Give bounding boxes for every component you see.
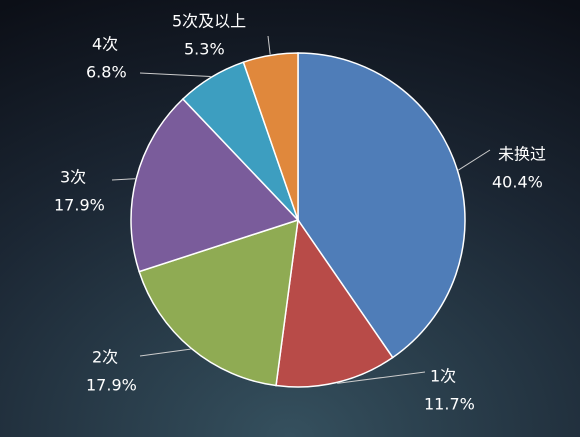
- category-label: 2次: [92, 348, 118, 367]
- pie-slice: [275, 217, 394, 388]
- category-label: 5次及以上: [172, 12, 246, 31]
- leader-line: [139, 348, 191, 357]
- value-label: 17.9%: [54, 196, 105, 215]
- value-label: 5.3%: [184, 40, 225, 59]
- value-label: 11.7%: [424, 395, 475, 414]
- value-label: 6.8%: [86, 63, 127, 82]
- value-label: 40.4%: [492, 173, 543, 192]
- pie-slice: [130, 97, 300, 273]
- pie-slice: [297, 52, 466, 359]
- pie-slice: [138, 218, 299, 387]
- leader-line: [139, 72, 211, 77]
- category-label: 未换过: [498, 145, 546, 164]
- leader-line: [337, 371, 426, 384]
- category-label: 4次: [92, 35, 118, 54]
- pie-slice: [242, 52, 299, 221]
- category-label: 1次: [430, 367, 456, 386]
- leader-line: [111, 178, 136, 181]
- category-label: 3次: [60, 168, 86, 187]
- value-label: 17.9%: [86, 376, 137, 395]
- leader-line: [267, 35, 271, 55]
- leader-line: [458, 149, 491, 171]
